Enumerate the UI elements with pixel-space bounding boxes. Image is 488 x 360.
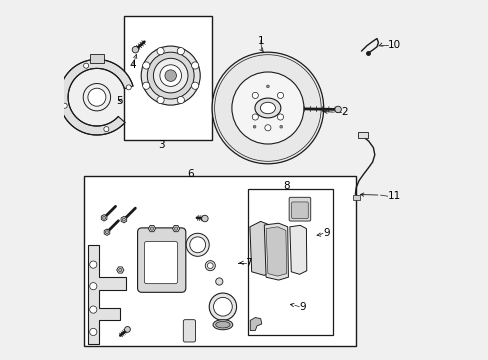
- Text: 6: 6: [187, 168, 193, 179]
- Circle shape: [147, 52, 194, 99]
- Polygon shape: [264, 223, 288, 280]
- Circle shape: [207, 263, 213, 269]
- Polygon shape: [59, 59, 133, 135]
- Circle shape: [191, 82, 198, 89]
- Circle shape: [89, 261, 97, 268]
- Circle shape: [157, 48, 164, 55]
- Circle shape: [62, 103, 67, 108]
- Circle shape: [105, 231, 108, 234]
- Text: 9: 9: [322, 228, 329, 238]
- Polygon shape: [101, 215, 107, 221]
- Bar: [123, 16, 212, 140]
- Polygon shape: [249, 221, 271, 275]
- Circle shape: [213, 297, 232, 316]
- Circle shape: [177, 96, 184, 104]
- Text: 11: 11: [387, 191, 400, 201]
- Circle shape: [164, 70, 176, 81]
- Circle shape: [142, 62, 149, 69]
- FancyBboxPatch shape: [291, 202, 307, 219]
- Text: 9: 9: [299, 302, 305, 312]
- Circle shape: [119, 269, 122, 271]
- Circle shape: [231, 72, 303, 144]
- Circle shape: [126, 85, 131, 90]
- Polygon shape: [289, 225, 306, 274]
- Circle shape: [83, 63, 88, 68]
- Polygon shape: [117, 267, 123, 273]
- Circle shape: [277, 92, 283, 98]
- Circle shape: [186, 233, 209, 256]
- FancyBboxPatch shape: [183, 320, 195, 342]
- Circle shape: [334, 106, 341, 113]
- Circle shape: [264, 125, 270, 131]
- Circle shape: [124, 327, 130, 332]
- Circle shape: [153, 58, 187, 93]
- Circle shape: [89, 306, 97, 313]
- Circle shape: [142, 82, 149, 89]
- Ellipse shape: [254, 98, 280, 118]
- Circle shape: [122, 218, 125, 221]
- Circle shape: [189, 237, 205, 253]
- Text: 4: 4: [129, 60, 136, 70]
- FancyBboxPatch shape: [144, 242, 177, 284]
- FancyBboxPatch shape: [137, 228, 185, 292]
- Circle shape: [279, 125, 282, 128]
- Bar: [247, 189, 332, 335]
- Text: 10: 10: [387, 40, 400, 50]
- Text: 7: 7: [245, 258, 252, 268]
- Circle shape: [205, 261, 215, 271]
- Circle shape: [89, 283, 97, 290]
- Circle shape: [83, 84, 110, 111]
- Circle shape: [201, 215, 208, 222]
- Circle shape: [177, 48, 184, 55]
- Circle shape: [253, 125, 256, 128]
- FancyBboxPatch shape: [288, 197, 310, 221]
- Circle shape: [132, 46, 139, 53]
- Polygon shape: [148, 225, 155, 232]
- Circle shape: [209, 293, 236, 320]
- Polygon shape: [88, 245, 125, 344]
- Bar: [89, 54, 104, 63]
- Text: 2: 2: [340, 107, 347, 117]
- Polygon shape: [265, 227, 286, 276]
- Polygon shape: [172, 225, 179, 232]
- Circle shape: [102, 216, 105, 219]
- Ellipse shape: [260, 102, 275, 114]
- Circle shape: [174, 227, 177, 230]
- Circle shape: [215, 278, 223, 285]
- Circle shape: [252, 114, 258, 120]
- Text: 5: 5: [116, 96, 122, 106]
- Circle shape: [88, 88, 106, 106]
- Polygon shape: [104, 229, 110, 235]
- Polygon shape: [121, 216, 126, 223]
- Text: 1: 1: [257, 36, 264, 46]
- Bar: [358, 132, 367, 138]
- Ellipse shape: [215, 321, 230, 328]
- Circle shape: [160, 65, 181, 86]
- Circle shape: [191, 62, 198, 69]
- Circle shape: [141, 46, 200, 105]
- Text: 3: 3: [158, 140, 164, 150]
- Circle shape: [252, 92, 258, 98]
- Circle shape: [103, 127, 109, 132]
- Circle shape: [89, 328, 97, 336]
- Circle shape: [150, 227, 153, 230]
- Circle shape: [277, 114, 283, 120]
- Circle shape: [212, 52, 323, 164]
- Circle shape: [266, 85, 269, 88]
- Polygon shape: [250, 318, 261, 330]
- Ellipse shape: [213, 320, 232, 330]
- Text: 8: 8: [283, 181, 290, 192]
- Bar: [352, 195, 360, 200]
- Bar: [84, 176, 355, 346]
- Circle shape: [157, 96, 164, 104]
